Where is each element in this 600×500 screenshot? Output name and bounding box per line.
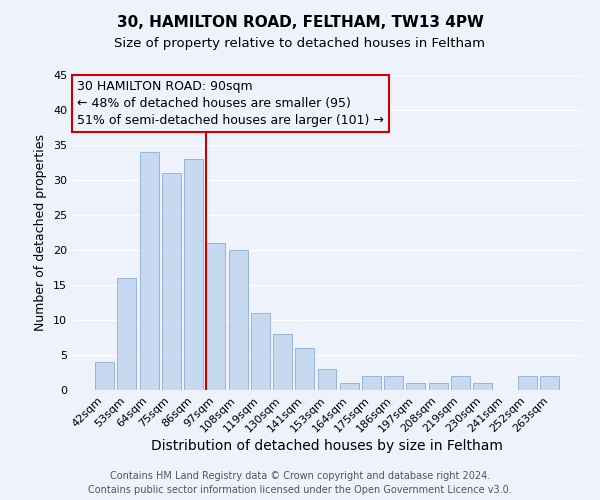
Bar — [140, 152, 158, 390]
Text: 30, HAMILTON ROAD, FELTHAM, TW13 4PW: 30, HAMILTON ROAD, FELTHAM, TW13 4PW — [116, 15, 484, 30]
Bar — [229, 250, 248, 390]
Bar — [118, 278, 136, 390]
Bar — [317, 369, 337, 390]
Bar — [273, 334, 292, 390]
Bar — [251, 313, 270, 390]
Bar — [473, 383, 492, 390]
Bar — [340, 383, 359, 390]
Y-axis label: Number of detached properties: Number of detached properties — [34, 134, 47, 331]
Bar — [295, 348, 314, 390]
Text: Size of property relative to detached houses in Feltham: Size of property relative to detached ho… — [115, 38, 485, 51]
Bar — [206, 243, 225, 390]
Bar — [95, 362, 114, 390]
Bar — [540, 376, 559, 390]
Bar — [384, 376, 403, 390]
Text: Contains HM Land Registry data © Crown copyright and database right 2024.
Contai: Contains HM Land Registry data © Crown c… — [88, 471, 512, 495]
Text: 30 HAMILTON ROAD: 90sqm
← 48% of detached houses are smaller (95)
51% of semi-de: 30 HAMILTON ROAD: 90sqm ← 48% of detache… — [77, 80, 384, 126]
Bar — [518, 376, 536, 390]
Bar — [184, 159, 203, 390]
Bar — [451, 376, 470, 390]
Bar — [162, 173, 181, 390]
Bar — [406, 383, 425, 390]
Bar — [429, 383, 448, 390]
Bar — [362, 376, 381, 390]
X-axis label: Distribution of detached houses by size in Feltham: Distribution of detached houses by size … — [151, 440, 503, 454]
